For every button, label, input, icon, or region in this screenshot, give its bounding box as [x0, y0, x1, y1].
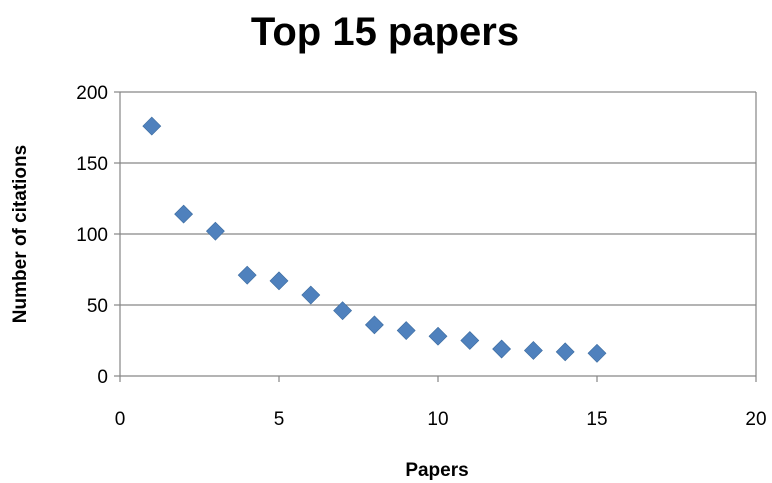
data-point-11: [460, 331, 480, 350]
chart-title: Top 15 papers: [251, 10, 519, 54]
tick-labels: 0 50 100 150 200 0 5 10 15 20: [76, 83, 766, 430]
data-point-14: [555, 342, 575, 362]
y-axis-label: Number of citations: [10, 145, 31, 323]
grid-lines: [120, 91, 756, 306]
data-point-8: [364, 315, 384, 335]
data-point-6: [301, 285, 321, 305]
y-tick-label-0: 0: [97, 367, 108, 388]
x-tick-label-0: 0: [115, 409, 126, 430]
data-point-2: [174, 204, 194, 224]
x-tick-label-3: 15: [586, 409, 607, 430]
y-tick-label-4: 200: [76, 83, 108, 104]
data-point-10: [428, 326, 448, 346]
x-axis-label: Papers: [405, 460, 468, 481]
data-point-4: [237, 265, 257, 285]
x-tick-label-1: 5: [274, 409, 285, 430]
data-point-1: [142, 116, 162, 136]
y-tick-label-2: 100: [76, 225, 108, 246]
data-point-13: [523, 341, 543, 360]
data-point-3: [205, 221, 225, 241]
data-point-9: [396, 321, 416, 340]
axes: [114, 91, 757, 382]
x-tick-label-4: 20: [745, 409, 766, 430]
x-tick-label-2: 10: [427, 409, 448, 430]
data-point-7: [333, 301, 353, 321]
data-points: [142, 116, 607, 363]
y-tick-label-3: 150: [76, 154, 108, 175]
data-point-15: [587, 343, 607, 363]
y-tick-label-1: 50: [87, 296, 108, 317]
data-point-12: [492, 339, 512, 359]
data-point-5: [269, 271, 289, 291]
